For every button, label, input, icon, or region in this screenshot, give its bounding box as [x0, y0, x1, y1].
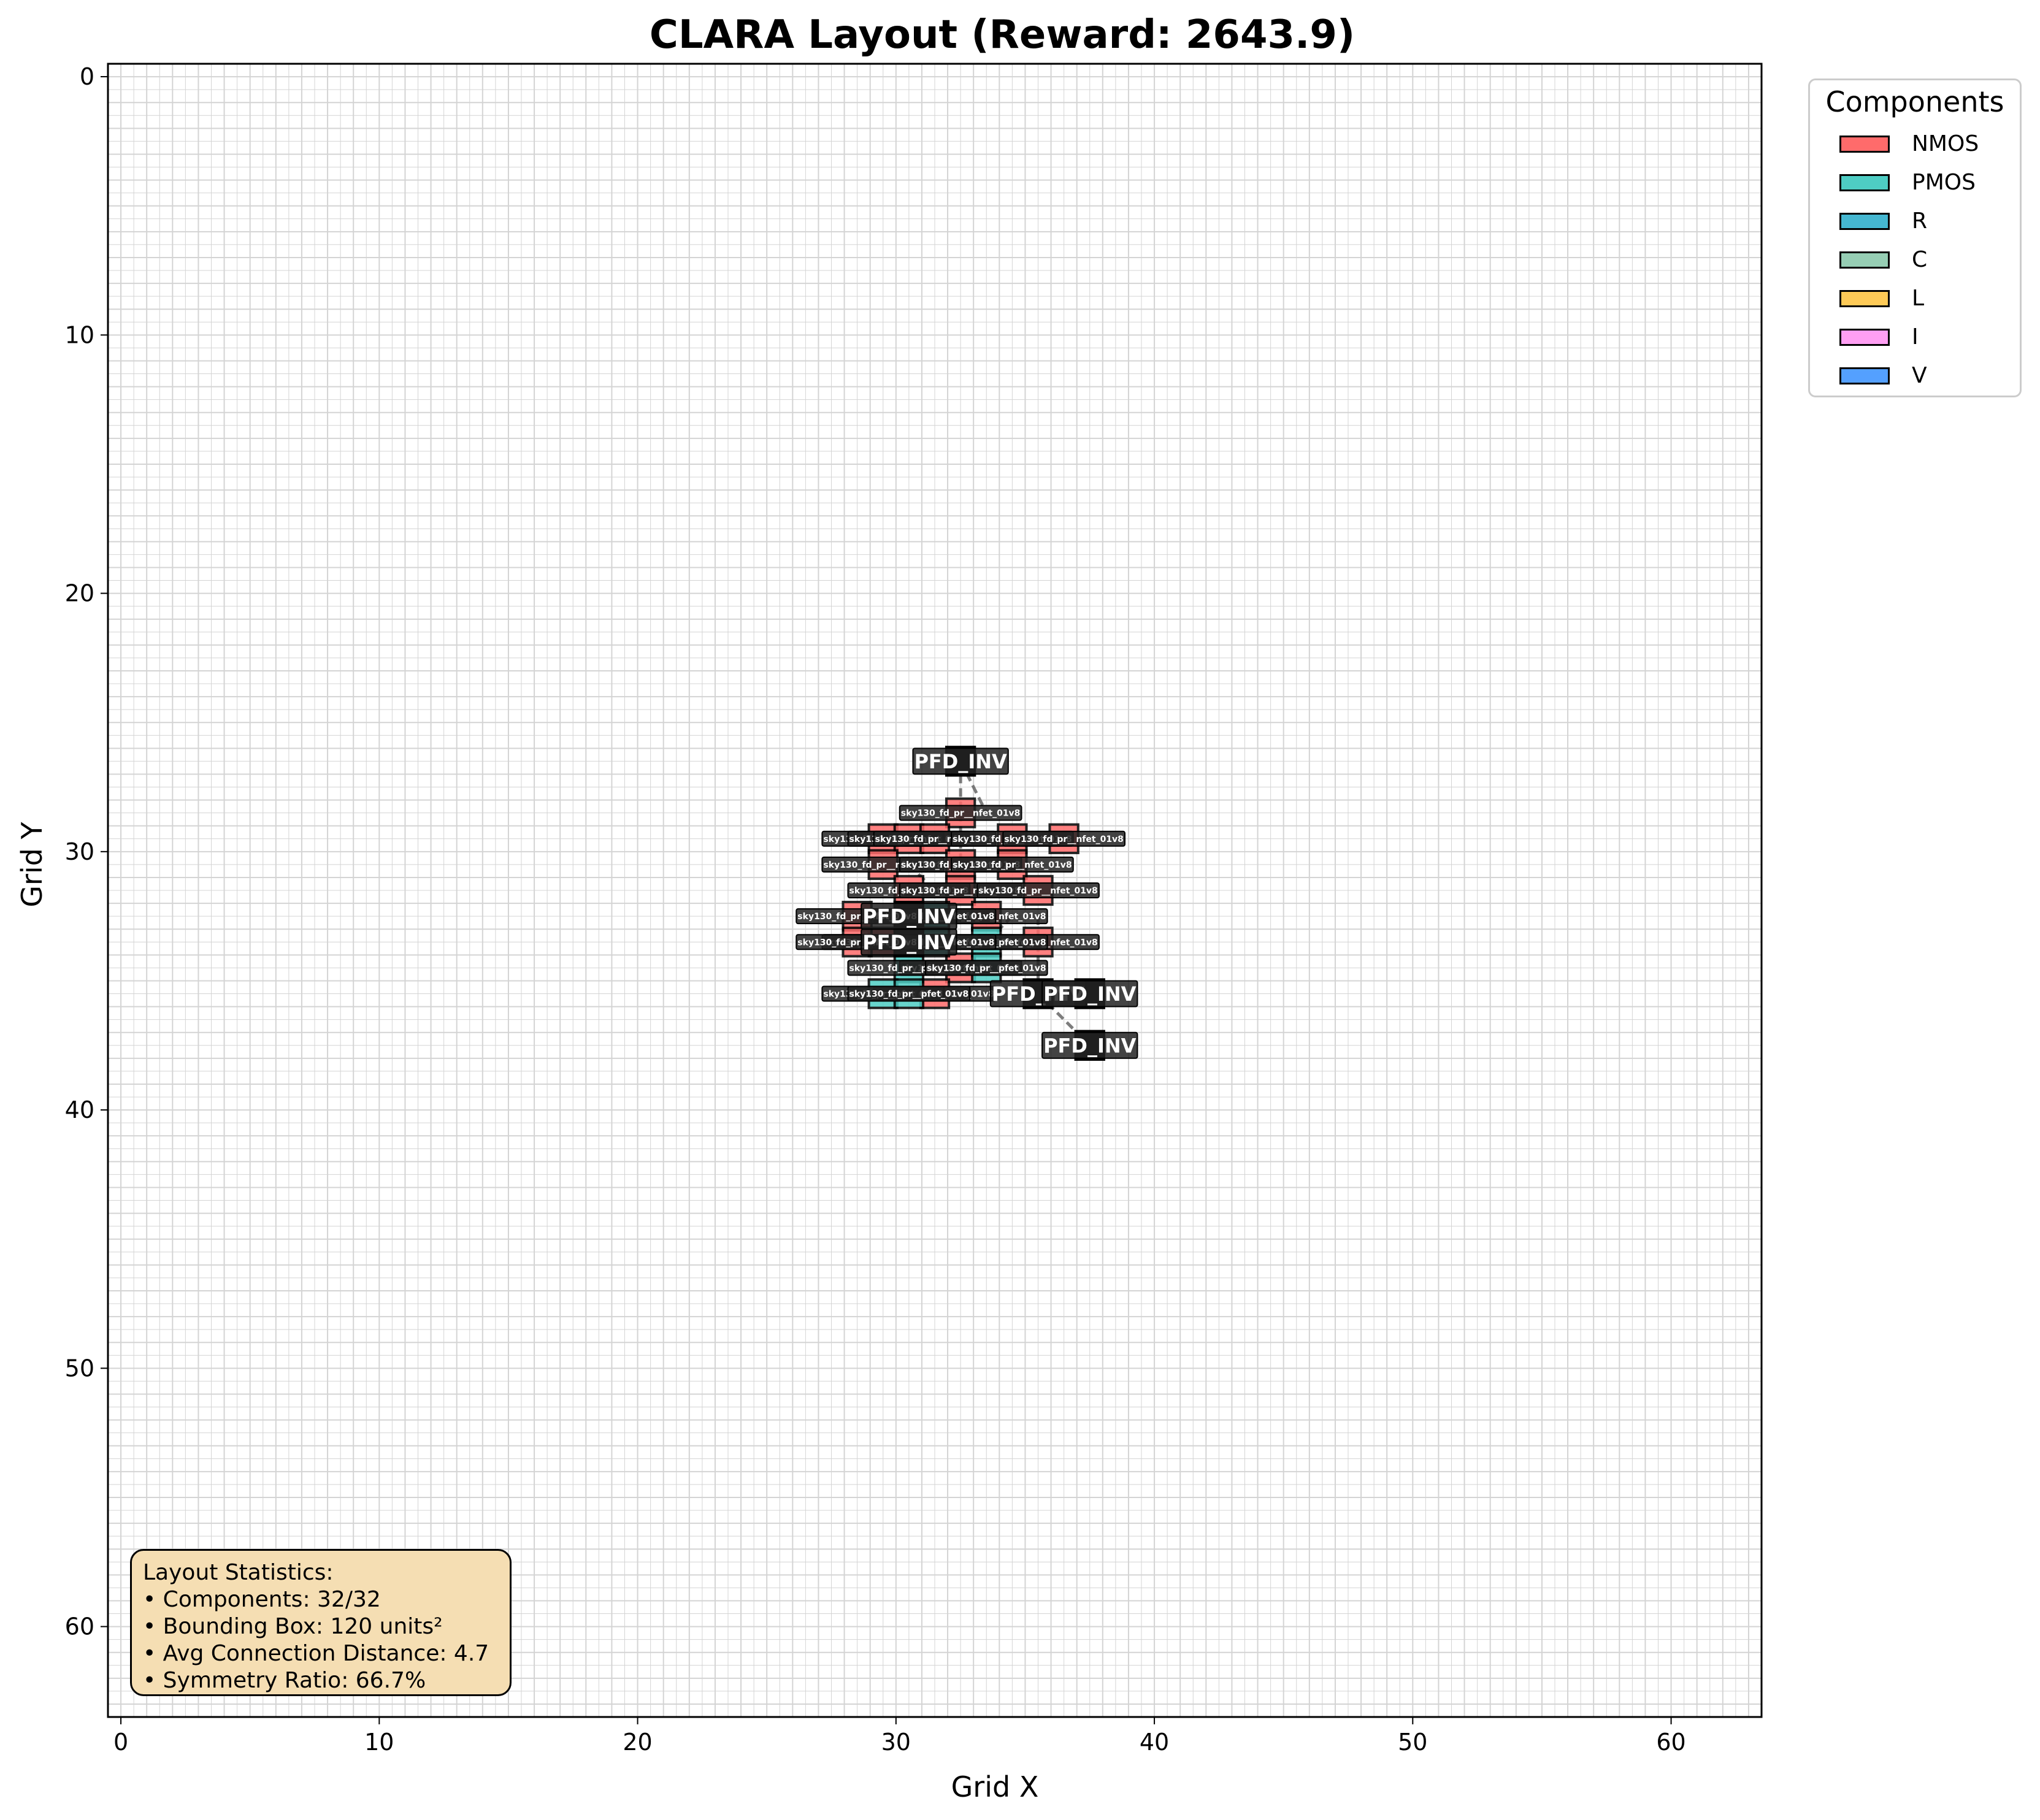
- legend-item: PMOS: [1810, 163, 2020, 202]
- component-label: sky130_fd_pr__pfet_01v8: [849, 990, 969, 1000]
- component-label: sky130_fd_pr__nfet_01v8: [953, 860, 1072, 870]
- legend-swatch: [1839, 289, 1890, 307]
- chart-title: CLARA Layout (Reward: 2643.9): [650, 12, 1355, 58]
- legend-item: L: [1810, 279, 2020, 318]
- component-label-bg: [847, 985, 971, 1002]
- component-label: PFD_INV: [1043, 1034, 1137, 1057]
- legend-swatch: [1839, 328, 1890, 346]
- component-label: sky130_fd_pr__nfet_01v8: [901, 809, 1021, 819]
- legend-item: C: [1810, 240, 2020, 279]
- component-label: sky130_fd_pr__pfet_01v8: [927, 963, 1046, 973]
- legend-label: I: [1912, 324, 1919, 350]
- connection-line: [959, 760, 988, 814]
- stats-line-symmetry: • Symmetry Ratio: 66.7%: [143, 1668, 426, 1693]
- component-label: sky130_fd_pr__nfet_01v8: [1004, 835, 1124, 844]
- component-label: sky130_fd_pr__nfet_01v8: [978, 886, 1098, 896]
- stats-line-bounding-box: • Bounding Box: 120 units²: [143, 1614, 443, 1639]
- component-label: PFD_INV: [862, 931, 956, 954]
- x-tick-label: 10: [364, 1729, 394, 1756]
- component-label: PFD_INV: [862, 905, 956, 928]
- layout-statistics-box: Layout Statistics: • Components: 32/32 •…: [130, 1549, 512, 1696]
- legend-swatch: [1839, 174, 1890, 191]
- legend-label: L: [1912, 286, 1925, 311]
- legend-swatch: [1839, 212, 1890, 230]
- x-tick-label: 50: [1398, 1729, 1427, 1756]
- y-tick-label: 60: [65, 1613, 94, 1640]
- x-tick-label: 60: [1656, 1729, 1685, 1756]
- component-label-bg: [924, 960, 1048, 976]
- legend: Components NMOS PMOS R C L I V: [1808, 78, 2022, 397]
- legend-title: Components: [1825, 85, 2004, 118]
- component-label-bg: [950, 856, 1074, 873]
- y-tick-label: 30: [65, 838, 94, 865]
- x-tick-label: 30: [881, 1729, 911, 1756]
- legend-swatch: [1839, 367, 1890, 384]
- y-tick-label: 10: [65, 321, 94, 348]
- y-tick-label: 50: [65, 1355, 94, 1382]
- component-label-bg: [1041, 980, 1138, 1008]
- legend-label: PMOS: [1912, 170, 1976, 195]
- y-tick-label: 40: [65, 1096, 94, 1123]
- legend-item: V: [1810, 356, 2020, 395]
- tick-layer: 0 10 20 30 40 50 60 0 10 20 30 40 50 60: [65, 63, 1686, 1756]
- plot-frame: [107, 63, 1763, 1718]
- x-axis-label: Grid X: [951, 1770, 1039, 1803]
- legend-label: R: [1912, 208, 1928, 234]
- x-tick-label: 0: [113, 1729, 128, 1756]
- legend-item: NMOS: [1810, 124, 2020, 163]
- legend-swatch: [1839, 135, 1890, 153]
- x-tick-label: 40: [1140, 1729, 1169, 1756]
- x-tick-label: 20: [623, 1729, 652, 1756]
- stats-line-components: • Components: 32/32: [143, 1587, 381, 1612]
- legend-item: I: [1810, 318, 2020, 356]
- component-label: PFD_INV: [1043, 982, 1137, 1006]
- component-label-bg: [1041, 1031, 1138, 1059]
- legend-label: V: [1912, 363, 1927, 388]
- component-label: PFD_INV: [914, 750, 1007, 773]
- y-tick-label: 20: [65, 580, 94, 607]
- legend-swatch: [1839, 251, 1890, 269]
- component-layer: PFD_INV sky130_fd_pr__nfet_01v8 sky130_fd_…: [796, 746, 1138, 1061]
- stats-title: Layout Statistics:: [143, 1560, 334, 1585]
- component-label-bg: [976, 882, 1100, 898]
- y-axis-label: Grid Y: [15, 821, 48, 907]
- component-label-bg: [861, 928, 957, 956]
- legend-label: NMOS: [1912, 131, 1979, 156]
- component-label-bg: [912, 748, 1009, 775]
- legend-items: NMOS PMOS R C L I V: [1810, 124, 2020, 395]
- stats-line-connection-distance: • Avg Connection Distance: 4.7: [143, 1641, 489, 1666]
- legend-label: C: [1912, 247, 1928, 272]
- legend-item: R: [1810, 202, 2020, 240]
- y-tick-label: 0: [80, 63, 94, 90]
- component-label-bg: [899, 805, 1022, 821]
- component-label-bg: [1002, 830, 1126, 847]
